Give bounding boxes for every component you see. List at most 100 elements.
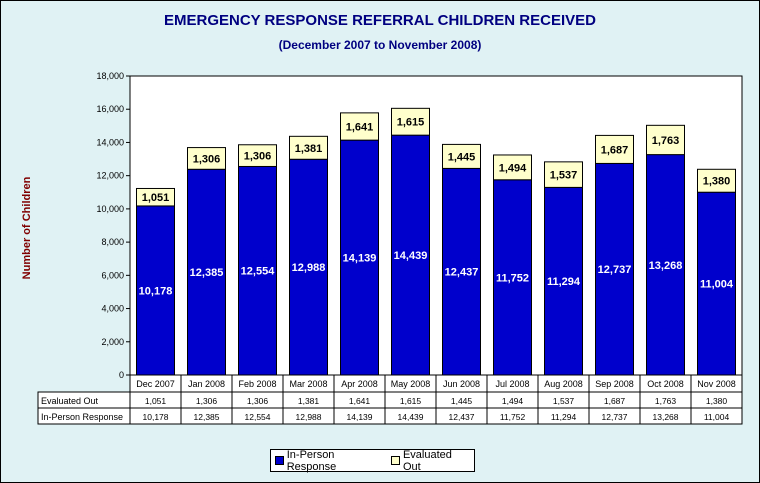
bar-evaluated-out bbox=[493, 154, 532, 181]
legend-item-in-person: In-Person Response bbox=[275, 449, 383, 473]
y-tick-label: 16,000 bbox=[96, 104, 124, 114]
bar-evaluated-out bbox=[238, 144, 277, 167]
legend-item-evaluated-out: Evaluated Out bbox=[391, 449, 470, 473]
bar-in-person bbox=[493, 179, 532, 376]
table-cell-evaluated-out: 1,763 bbox=[655, 396, 677, 406]
x-tick-label: May 2008 bbox=[391, 379, 431, 389]
data-label-evaluated-out: 1,537 bbox=[550, 170, 578, 182]
x-tick-label: Oct 2008 bbox=[647, 379, 684, 389]
y-tick-label: 4,000 bbox=[101, 304, 124, 314]
data-label-in-person: 12,988 bbox=[292, 262, 326, 274]
data-label-in-person: 14,139 bbox=[343, 253, 377, 265]
table-cell-in-person: 14,139 bbox=[347, 412, 373, 422]
data-label-in-person: 12,385 bbox=[190, 267, 224, 279]
bar-in-person bbox=[340, 139, 379, 376]
table-cell-in-person: 12,988 bbox=[296, 412, 322, 422]
table-cell-in-person: 11,294 bbox=[551, 412, 577, 422]
bar-in-person bbox=[697, 191, 736, 376]
data-label-in-person: 13,268 bbox=[649, 260, 683, 272]
bar-evaluated-out bbox=[289, 135, 328, 160]
table-cell-in-person: 14,439 bbox=[398, 412, 424, 422]
y-tick-label: 0 bbox=[119, 370, 124, 380]
table-cell-evaluated-out: 1,381 bbox=[298, 396, 320, 406]
x-tick-label: Apr 2008 bbox=[341, 379, 378, 389]
bar-in-person bbox=[646, 154, 685, 376]
data-label-in-person: 11,294 bbox=[547, 276, 581, 288]
table-cell-evaluated-out: 1,306 bbox=[247, 396, 269, 406]
data-label-in-person: 12,737 bbox=[598, 264, 632, 276]
y-tick-label: 2,000 bbox=[101, 337, 124, 347]
legend-label-in-person: In-Person Response bbox=[286, 448, 337, 473]
table-cell-evaluated-out: 1,494 bbox=[502, 396, 524, 406]
x-tick-label: Jul 2008 bbox=[495, 379, 529, 389]
data-label-in-person: 10,178 bbox=[139, 285, 173, 297]
bar-evaluated-out bbox=[646, 124, 685, 156]
y-tick-label: 18,000 bbox=[96, 71, 124, 81]
data-label-in-person: 12,437 bbox=[445, 267, 479, 279]
data-label-evaluated-out: 1,615 bbox=[397, 117, 425, 129]
x-tick-label: Jun 2008 bbox=[443, 379, 480, 389]
bar-in-person bbox=[595, 162, 634, 376]
table-cell-in-person: 12,737 bbox=[602, 412, 628, 422]
data-label-evaluated-out: 1,381 bbox=[295, 143, 323, 155]
data-label-in-person: 11,004 bbox=[700, 279, 734, 291]
table-cell-evaluated-out: 1,615 bbox=[400, 396, 422, 406]
table-cell-evaluated-out: 1,537 bbox=[553, 396, 575, 406]
x-tick-label: Jan 2008 bbox=[188, 379, 225, 389]
data-label-evaluated-out: 1,687 bbox=[601, 144, 629, 156]
x-tick-label: Sep 2008 bbox=[595, 379, 634, 389]
table-cell-in-person: 12,554 bbox=[245, 412, 271, 422]
data-label-evaluated-out: 1,763 bbox=[652, 135, 680, 147]
bar-evaluated-out bbox=[442, 143, 481, 169]
y-tick-label: 12,000 bbox=[96, 171, 124, 181]
plot-area bbox=[129, 75, 743, 376]
table-cell-evaluated-out: 1,051 bbox=[145, 396, 167, 406]
legend-swatch-in-person bbox=[275, 456, 284, 465]
data-label-evaluated-out: 1,306 bbox=[244, 151, 272, 163]
table-cell-in-person: 12,437 bbox=[449, 412, 475, 422]
table-cell-in-person: 13,268 bbox=[653, 412, 679, 422]
table-row-label: Evaluated Out bbox=[41, 396, 99, 406]
bar-evaluated-out bbox=[544, 161, 583, 188]
table-cell-in-person: 11,752 bbox=[500, 412, 526, 422]
data-label-in-person: 12,554 bbox=[241, 266, 276, 278]
y-tick-label: 8,000 bbox=[101, 237, 124, 247]
bar-in-person bbox=[544, 186, 583, 376]
bar-evaluated-out bbox=[595, 134, 634, 164]
data-label-evaluated-out: 1,641 bbox=[346, 122, 374, 134]
data-label-evaluated-out: 1,306 bbox=[193, 153, 221, 165]
data-label-evaluated-out: 1,445 bbox=[448, 151, 476, 163]
bar-evaluated-out bbox=[340, 112, 379, 141]
x-tick-label: Mar 2008 bbox=[289, 379, 327, 389]
bar-evaluated-out bbox=[391, 107, 430, 136]
bar-evaluated-out bbox=[697, 168, 736, 193]
y-tick-label: 14,000 bbox=[96, 137, 124, 147]
x-tick-label: Feb 2008 bbox=[238, 379, 276, 389]
y-tick-label: 10,000 bbox=[96, 204, 124, 214]
table-cell-evaluated-out: 1,445 bbox=[451, 396, 473, 406]
legend: In-Person Response Evaluated Out bbox=[270, 449, 475, 473]
table-cell-evaluated-out: 1,306 bbox=[196, 396, 218, 406]
legend-swatch-evaluated-out bbox=[391, 456, 400, 465]
table-cell-in-person: 10,178 bbox=[143, 412, 169, 422]
x-tick-label: Dec 2007 bbox=[136, 379, 175, 389]
data-label-evaluated-out: 1,051 bbox=[142, 192, 170, 204]
table-row-label: In-Person Response bbox=[41, 412, 123, 422]
chart-subtitle: (December 2007 to November 2008) bbox=[278, 38, 482, 52]
table-cell-evaluated-out: 1,380 bbox=[706, 396, 728, 406]
x-tick-label: Nov 2008 bbox=[697, 379, 736, 389]
bar-evaluated-out bbox=[187, 147, 226, 170]
data-label-evaluated-out: 1,380 bbox=[703, 176, 731, 188]
data-label-evaluated-out: 1,494 bbox=[499, 162, 527, 174]
table-cell-evaluated-out: 1,687 bbox=[604, 396, 626, 406]
table-cell-evaluated-out: 1,641 bbox=[349, 396, 371, 406]
data-label-in-person: 14,439 bbox=[394, 250, 428, 262]
table-cell-in-person: 11,004 bbox=[704, 412, 730, 422]
data-label-in-person: 11,752 bbox=[496, 272, 529, 284]
bar-in-person bbox=[289, 158, 328, 376]
x-tick-label: Aug 2008 bbox=[544, 379, 583, 389]
table-cell-in-person: 12,385 bbox=[194, 412, 220, 422]
chart-title: EMERGENCY RESPONSE REFERRAL CHILDREN REC… bbox=[163, 12, 596, 29]
y-tick-label: 6,000 bbox=[101, 270, 124, 280]
